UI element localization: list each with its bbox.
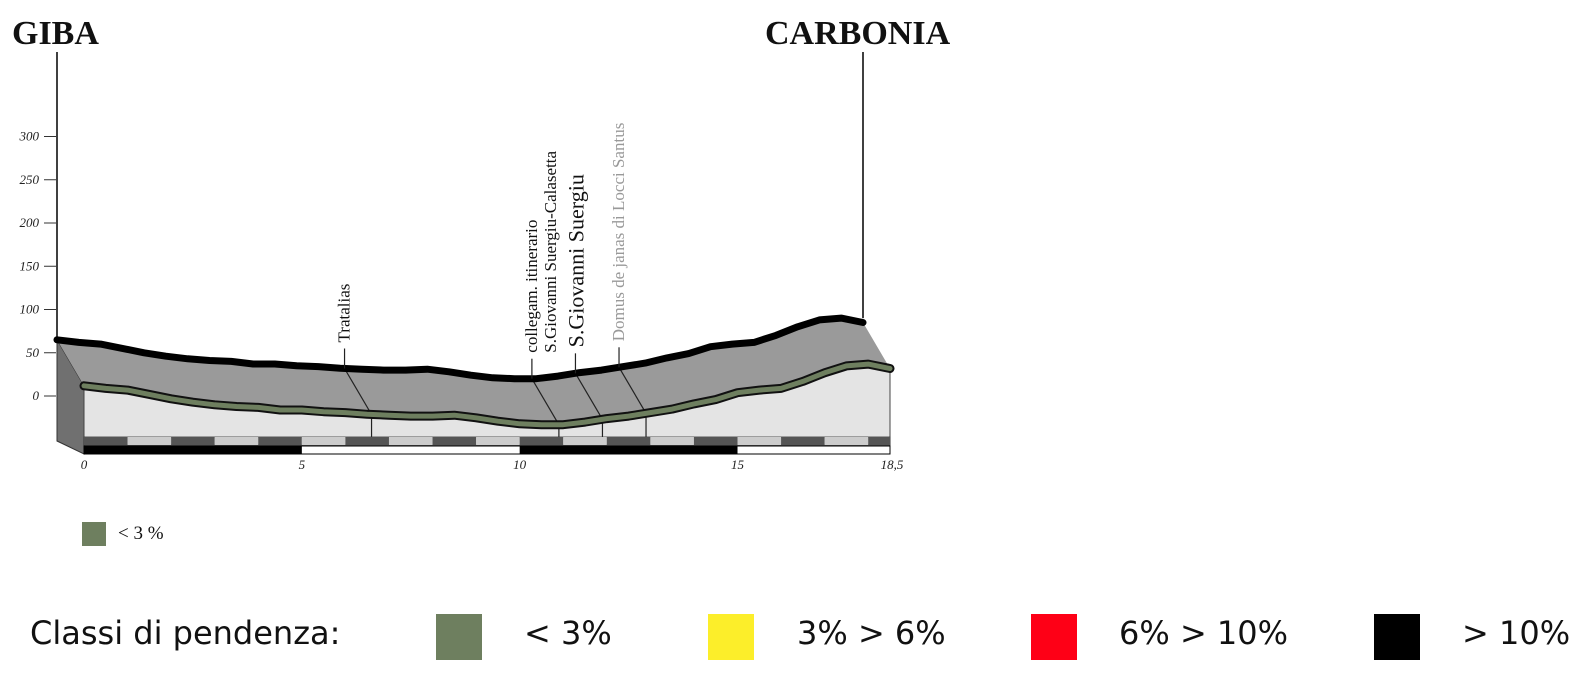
- scale-seg-5km-0: [84, 446, 302, 454]
- scale-seg-km-6: [345, 437, 389, 445]
- scale-seg-km-5: [301, 437, 346, 445]
- y-tick-label-3: 150: [20, 258, 40, 273]
- slope-classes-legend: Classi di pendenza: < 3% 3% > 6% 6% > 10…: [0, 610, 1577, 664]
- scale-seg-km-14: [693, 437, 738, 445]
- scale-seg-km-15: [737, 437, 782, 445]
- scale-seg-km-13: [650, 437, 694, 445]
- end-place-label: CARBONIA: [765, 15, 951, 52]
- elevation-line-front-slope: [81, 361, 893, 428]
- poi-label-0: Tratalias: [335, 284, 354, 343]
- y-axis: 300 250 200 150 100 50 0: [19, 129, 56, 403]
- scale-seg-km-12: [606, 437, 651, 445]
- x-tick-label-0: 0: [81, 457, 88, 472]
- x-tick-label-2: 10: [513, 457, 527, 472]
- scale-seg-km-1: [127, 437, 172, 445]
- y-tick-label-4: 100: [20, 302, 40, 317]
- poi-surface-line-3: [618, 366, 647, 414]
- elevation-line-back: [53, 314, 867, 383]
- scale-seg-km-4: [258, 437, 302, 445]
- legend-title: Classi di pendenza:: [30, 614, 341, 652]
- scale-seg-km-9: [476, 437, 520, 445]
- profile-body: [53, 314, 895, 455]
- small-legend-label: < 3 %: [118, 523, 164, 544]
- poi-label-2: S.Giovanni Suergiu: [563, 174, 588, 347]
- distance-scale-bar: [83, 436, 891, 455]
- poi-surface-line-2: [574, 373, 603, 420]
- legend-swatch-1: [436, 614, 482, 660]
- legend-swatch-4: [1374, 614, 1420, 660]
- legend-swatch-2: [708, 614, 754, 660]
- points-of-interest: Tratalias collegam. itinerario S.Giovanni …: [335, 123, 628, 379]
- scale-seg-km-2: [171, 437, 215, 445]
- scale-seg-km-11: [563, 437, 607, 445]
- elevation-profile-chart: 300 250 200 150 100 50 0 0 5 10 15 18,5 Tratalias c…: [12, 15, 951, 472]
- y-tick-label-1: 250: [20, 172, 40, 187]
- x-tick-label-1: 5: [299, 457, 306, 472]
- y-tick-label-0: 300: [19, 129, 40, 144]
- legend-label-2: 3% > 6%: [797, 614, 946, 652]
- scale-seg-km-3: [214, 437, 259, 445]
- endpoint-places: GIBA CARBONIA: [12, 15, 951, 340]
- scale-seg-km-0: [84, 437, 128, 445]
- poi-surface-line-1: [531, 378, 560, 426]
- scale-seg-5km-1: [519, 446, 738, 454]
- y-tick-label-5: 50: [26, 345, 40, 360]
- poi-label-1-line2: S.Giovanni Suergiu-Calasetta: [541, 150, 560, 352]
- y-tick-label-2: 200: [20, 215, 40, 230]
- legend-label-1: < 3%: [524, 614, 612, 652]
- scale-seg-km-8: [432, 437, 477, 445]
- poi-surface-line-0: [344, 368, 373, 415]
- scale-seg-km-17: [824, 437, 869, 445]
- scale-seg-km-18: [868, 437, 890, 445]
- profile-top-surface: [57, 318, 890, 425]
- x-tick-label-4: 18,5: [881, 457, 904, 472]
- start-place-label: GIBA: [12, 15, 99, 52]
- y-tick-label-6: 0: [33, 388, 40, 403]
- small-legend-swatch: [82, 522, 106, 546]
- poi-label-3: Domus de janas di Locci Santus: [609, 123, 628, 342]
- x-tick-label-3: 15: [731, 457, 745, 472]
- scale-seg-km-10: [519, 437, 564, 445]
- legend-label-4: > 10%: [1462, 614, 1571, 652]
- slope-legend-small: < 3 %: [82, 522, 164, 546]
- x-axis: 0 5 10 15 18,5: [81, 457, 904, 472]
- poi-label-1: collegam. itinerario: [522, 220, 541, 353]
- legend-swatch-3: [1031, 614, 1077, 660]
- scale-seg-km-16: [781, 437, 825, 445]
- scale-seg-km-7: [388, 437, 433, 445]
- legend-label-3: 6% > 10%: [1119, 614, 1289, 652]
